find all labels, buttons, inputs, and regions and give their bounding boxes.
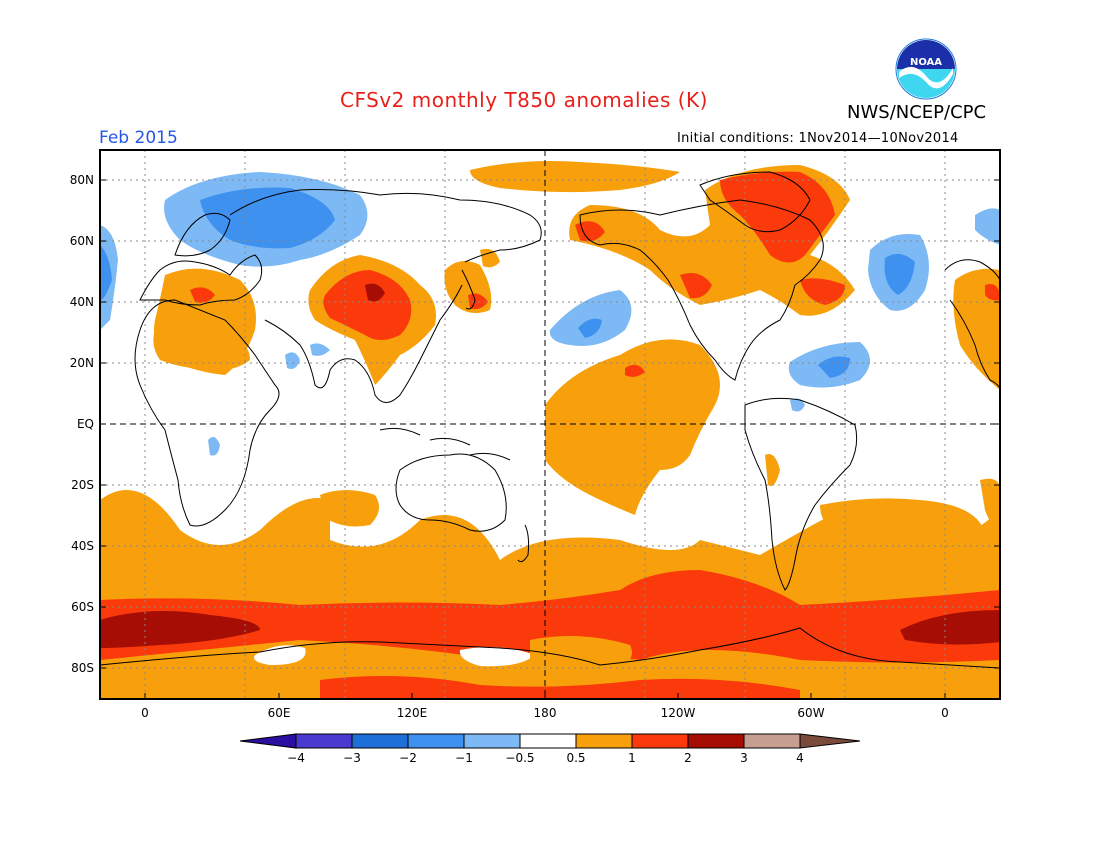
lat-label: 60N xyxy=(69,234,94,248)
shading-se-atlantic-orange xyxy=(980,478,1000,530)
shading-east-red xyxy=(985,284,1000,301)
forecast-month: Feb 2015 xyxy=(99,128,178,148)
colorbar-label: 1 xyxy=(628,751,636,765)
shading-asia-orange-3 xyxy=(480,248,500,268)
shading-arabia-blue xyxy=(285,352,300,369)
colorbar-arrow-right xyxy=(799,733,861,749)
coast-eurasia-north xyxy=(229,189,542,263)
lat-label: 80N xyxy=(69,173,94,187)
colorbar-bin xyxy=(407,733,465,749)
colorbar-label: 4 xyxy=(796,751,804,765)
lon-label: 60E xyxy=(267,706,291,720)
shading-india-blue xyxy=(310,343,330,356)
axis-ticks xyxy=(100,179,1000,699)
shading-indian-ocean-orange xyxy=(320,490,379,527)
coast-scandinavia xyxy=(174,212,231,257)
colorbar-bin xyxy=(519,733,577,749)
lat-label: 20N xyxy=(69,356,94,370)
shading-europe-red xyxy=(190,287,215,303)
lat-label: 20S xyxy=(71,478,94,492)
coast-africa xyxy=(134,299,280,527)
lon-label: 120W xyxy=(660,706,696,720)
shading-antarctic-darkred-west xyxy=(100,611,260,648)
colorbar-label: −0.5 xyxy=(505,751,535,765)
coast-indonesia xyxy=(379,427,511,461)
shading-africa-orange xyxy=(153,325,250,371)
shading-na-red-2 xyxy=(800,278,845,305)
lon-label: 0 xyxy=(141,706,149,720)
shading-east-orange xyxy=(953,268,1000,390)
coast-greenland xyxy=(699,171,811,233)
coast-asia-south xyxy=(264,284,463,403)
shading-antarctic-darkred-east xyxy=(900,610,1000,645)
shading-nw-blue xyxy=(100,245,112,300)
coast-japan xyxy=(461,269,476,310)
shading-pacific-red xyxy=(625,364,645,377)
shading-ne-blue xyxy=(884,253,915,295)
shading-npac-blue xyxy=(578,318,602,338)
anomaly-shading xyxy=(100,161,1000,699)
lon-label: 60W xyxy=(797,706,825,720)
coast-nz xyxy=(517,524,530,563)
shading-asia-red xyxy=(323,270,412,340)
lat-label: 60S xyxy=(71,600,94,614)
initial-conditions: Initial conditions: 1Nov2014—10Nov2014 xyxy=(677,131,959,146)
noaa-logo: NOAA xyxy=(895,38,957,100)
shading-southern-red-2 xyxy=(320,676,800,699)
shading-sa-orange xyxy=(765,454,780,486)
colorbar-bin xyxy=(687,733,745,749)
colorbar-bin xyxy=(463,733,521,749)
colorbar xyxy=(239,733,861,749)
map-grid xyxy=(100,150,1000,699)
shading-pacific-orange xyxy=(545,339,720,515)
shading-nw-red xyxy=(680,272,712,299)
coast-antarctica xyxy=(100,627,1000,669)
colorbar-arrow-left xyxy=(239,733,297,749)
lat-label: EQ xyxy=(76,417,94,431)
lat-label: 40N xyxy=(69,295,94,309)
shading-east-blue-strip xyxy=(975,208,1000,245)
lon-label: 180 xyxy=(533,706,557,720)
coast-australia xyxy=(395,453,507,532)
shading-arctic-strip xyxy=(470,161,680,193)
colorbar-bin xyxy=(351,733,409,749)
coast-north-america xyxy=(579,199,824,381)
colorbar-label: 3 xyxy=(740,751,748,765)
colorbar-label: −1 xyxy=(455,751,473,765)
colorbar-label: −4 xyxy=(287,751,305,765)
shading-eurasia-blue xyxy=(200,187,335,249)
colorbar-bin xyxy=(631,733,689,749)
colorbar-label: −2 xyxy=(399,751,417,765)
noaa-logo-text: NOAA xyxy=(910,57,942,68)
shading-npac-blue-light xyxy=(549,290,632,346)
colorbar-label: 0.5 xyxy=(566,751,586,765)
shading-antarctic-orange xyxy=(530,636,632,672)
colorbar-label: 2 xyxy=(684,751,692,765)
shading-asia-darkred xyxy=(365,283,385,302)
coastlines xyxy=(100,171,1000,669)
colorbar-bin xyxy=(743,733,801,749)
shading-alaska-red xyxy=(575,221,605,242)
lat-label: 40S xyxy=(71,539,94,553)
shading-antarctic-white-2 xyxy=(459,646,535,667)
agency-label: NWS/NCEP/CPC xyxy=(847,102,987,123)
map-title: CFSv2 monthly T850 anomalies (K) xyxy=(340,88,708,112)
coast-east-europe xyxy=(944,259,1000,391)
lon-label: 0 xyxy=(941,706,949,720)
colorbar-label: −3 xyxy=(343,751,361,765)
coast-south-america xyxy=(744,397,858,591)
lat-label: 80S xyxy=(71,661,94,675)
shading-natl-blue xyxy=(818,356,850,378)
coast-europe xyxy=(139,254,263,306)
shading-africa-blue xyxy=(208,436,220,456)
colorbar-bin xyxy=(295,733,353,749)
lon-label: 120E xyxy=(396,706,428,720)
colorbar-bin xyxy=(575,733,633,749)
shading-sa-atlantic-orange xyxy=(100,498,176,546)
shading-southern-red xyxy=(100,570,1000,663)
shading-sa-blue xyxy=(790,398,805,412)
shading-se-pacific-orange xyxy=(820,498,985,549)
